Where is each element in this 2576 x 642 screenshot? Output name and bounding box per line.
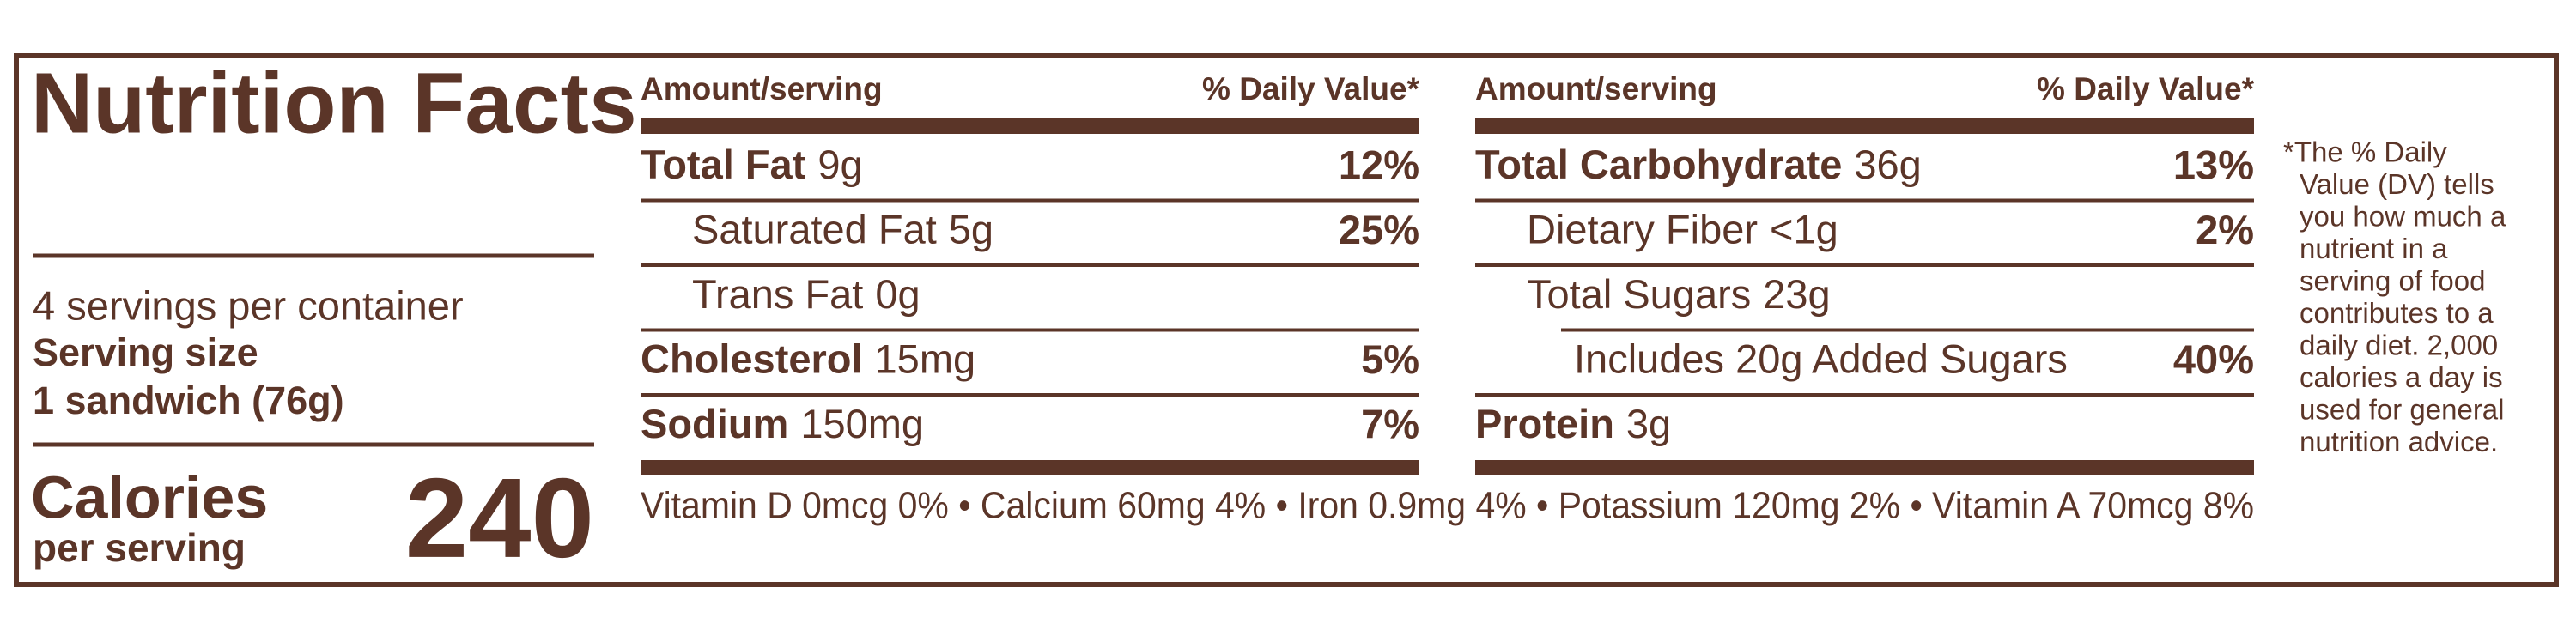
daily-value: 2% <box>2196 207 2254 252</box>
daily-value: 5% <box>1361 336 1419 382</box>
nutrient-row: Cholesterol 15mg <box>641 336 975 382</box>
footnote-line: serving of food <box>2300 265 2485 297</box>
header-right: % Daily Value* <box>2037 71 2255 106</box>
nutrient-amount: 3g <box>1626 401 1671 446</box>
nutrient-name: Protein <box>1475 401 1614 446</box>
footnote-line: Value (DV) tells <box>2300 168 2494 200</box>
nutrient-name: Includes 20g Added Sugars <box>1574 336 2068 382</box>
calories-sub: per serving <box>33 525 246 570</box>
nutrient-amount: 15mg <box>875 336 976 382</box>
calories-label: Calories <box>31 463 268 530</box>
calories-value: 240 <box>405 455 594 581</box>
nutrient-amount: 23g <box>1763 271 1830 317</box>
nutrient-amount: 36g <box>1854 142 1921 187</box>
thick-bar <box>1475 460 2254 475</box>
footnote-line: contributes to a <box>2300 297 2494 329</box>
nutrient-amount: 150mg <box>800 401 924 446</box>
nutrient-row: Total Carbohydrate 36g <box>1475 142 1922 187</box>
serving-size: 1 sandwich (76g) <box>33 379 344 422</box>
nutrient-row: Saturated Fat 5g <box>692 207 993 252</box>
footnote-line: nutrient in a <box>2300 233 2448 264</box>
nutrient-row: Includes 20g Added Sugars <box>1574 336 2068 382</box>
vitamins: Vitamin D 0mcg 0% • Calcium 60mg 4% • Ir… <box>641 485 2254 527</box>
footnote-line: used for general <box>2300 394 2505 426</box>
serving-size-label: Serving size <box>33 330 258 374</box>
header-left: Amount/serving <box>1475 71 1717 106</box>
thick-bar <box>641 118 1419 134</box>
daily-value: 40% <box>2173 336 2254 382</box>
footnote-line: calories a day is <box>2300 361 2503 393</box>
nutrient-amount: 9g <box>817 142 862 187</box>
nutrient-name: Sodium <box>641 401 788 446</box>
nutrient-name: Trans Fat <box>692 271 863 317</box>
nutrient-amount: <1g <box>1770 207 1838 252</box>
daily-value: 13% <box>2173 142 2254 187</box>
footnote-line: daily diet. 2,000 <box>2300 330 2498 361</box>
footnote-line: you how much a <box>2300 201 2506 233</box>
thick-bar <box>1475 118 2254 134</box>
frame <box>14 53 2559 587</box>
nutrient-name: Dietary Fiber <box>1527 207 1758 252</box>
daily-value: 7% <box>1361 401 1419 446</box>
footnote-line: *The % Daily <box>2283 136 2447 168</box>
nutrient-row: Total Fat 9g <box>641 142 863 187</box>
daily-value: 25% <box>1339 207 1419 252</box>
header-right: % Daily Value* <box>1202 71 1420 106</box>
header-left: Amount/serving <box>641 71 883 106</box>
footnote-line: nutrition advice. <box>2300 426 2498 457</box>
nutrient-name: Total Sugars <box>1527 271 1751 317</box>
nutrient-amount: 0g <box>875 271 920 317</box>
nutrient-row: Sodium 150mg <box>641 401 924 446</box>
daily-value: 12% <box>1339 142 1419 187</box>
title-line: Nutrition Facts <box>31 55 637 151</box>
nutrient-name: Total Carbohydrate <box>1475 142 1842 187</box>
nutrient-row: Protein 3g <box>1475 401 1671 446</box>
nutrient-row: Total Sugars 23g <box>1527 271 1831 317</box>
nutrient-name: Total Fat <box>641 142 806 187</box>
nutrient-row: Dietary Fiber <1g <box>1527 207 1838 252</box>
nutrient-name: Saturated Fat <box>692 207 937 252</box>
nutrient-amount: 5g <box>949 207 993 252</box>
thick-bar <box>641 460 1419 475</box>
nutrient-row: Trans Fat 0g <box>692 271 920 317</box>
nutrient-name: Cholesterol <box>641 336 863 382</box>
servings: 4 servings per container <box>33 282 464 328</box>
